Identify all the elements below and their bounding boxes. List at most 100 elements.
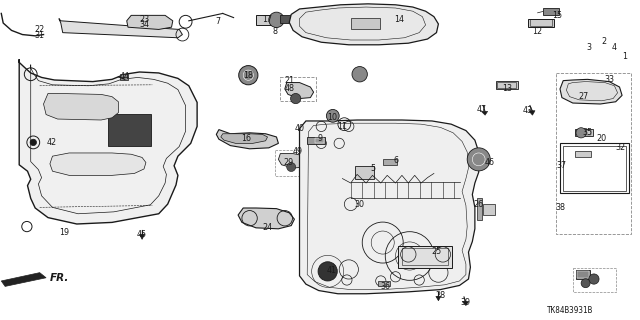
Text: 30: 30 [355,200,365,209]
Text: FR.: FR. [50,273,69,283]
Circle shape [352,67,367,82]
Text: 42: 42 [46,138,56,147]
Bar [477,198,482,220]
Bar [563,146,626,191]
Bar [483,204,495,215]
Text: 17: 17 [262,15,273,24]
Polygon shape [216,130,278,149]
Polygon shape [481,111,488,115]
Bar [576,130,591,135]
Polygon shape [127,15,173,29]
Text: 14: 14 [394,15,404,24]
Polygon shape [238,208,294,229]
Text: 18: 18 [243,71,253,80]
Polygon shape [59,19,182,38]
Polygon shape [289,4,438,45]
Text: 48: 48 [285,84,295,93]
Circle shape [239,66,258,85]
Bar [496,81,518,89]
Text: 37: 37 [557,161,567,170]
Text: 22: 22 [35,25,45,34]
Bar [575,129,593,136]
Text: 28: 28 [435,292,445,300]
Circle shape [269,12,284,28]
Text: 45: 45 [137,230,147,239]
Text: 25: 25 [431,247,442,256]
Polygon shape [285,83,314,99]
Text: 44: 44 [120,72,130,81]
Text: 34: 34 [139,20,149,29]
Text: 16: 16 [241,134,252,143]
Text: 6: 6 [393,156,398,165]
Text: 20: 20 [596,134,607,143]
Text: 5: 5 [370,164,375,173]
Polygon shape [278,154,309,168]
Circle shape [318,262,337,281]
Text: 27: 27 [579,92,589,101]
Polygon shape [560,79,622,104]
Bar [275,150,315,176]
Bar [577,271,589,278]
Text: 23: 23 [139,15,149,24]
Text: 47: 47 [477,105,487,114]
Text: 38: 38 [555,203,565,212]
Text: 46: 46 [484,158,495,167]
Bar [543,8,559,15]
Text: 11: 11 [337,122,348,131]
Bar [351,18,380,29]
Circle shape [581,279,590,288]
Bar [573,268,616,292]
Text: 32: 32 [616,143,626,152]
Circle shape [589,274,599,284]
Bar [402,248,448,265]
Text: 21: 21 [285,76,295,85]
Text: 35: 35 [582,128,593,137]
Bar [575,151,591,157]
Text: 19: 19 [59,228,69,237]
Circle shape [326,109,339,122]
Bar [556,73,631,234]
Text: 4: 4 [612,43,617,52]
Bar [497,82,516,88]
Bar [530,19,552,26]
Text: 41: 41 [326,266,337,275]
Bar [307,137,325,144]
Text: 43: 43 [523,106,533,115]
Text: 36: 36 [380,282,390,291]
Text: 26: 26 [474,200,484,209]
Circle shape [467,148,490,171]
Text: 9: 9 [317,134,323,143]
Text: 2: 2 [601,37,606,46]
Text: 40: 40 [294,124,305,133]
Bar [398,246,452,268]
Text: 15: 15 [552,11,562,20]
Polygon shape [108,114,151,146]
Polygon shape [462,301,468,306]
Bar [355,166,374,179]
Bar [576,270,590,279]
Bar [280,77,316,101]
Polygon shape [19,59,197,224]
Polygon shape [221,134,268,143]
Bar [560,143,629,193]
Text: 10: 10 [327,113,337,122]
Text: 39: 39 [461,298,471,307]
Text: 3: 3 [586,43,591,52]
Circle shape [287,163,296,172]
Circle shape [291,93,301,104]
Text: TK84B3931B: TK84B3931B [547,306,593,315]
Text: 13: 13 [502,84,513,92]
Text: 12: 12 [532,27,543,36]
Text: 24: 24 [262,223,273,232]
Polygon shape [50,153,146,175]
Bar [378,281,390,286]
Polygon shape [1,273,46,286]
Text: 1: 1 [622,52,627,60]
Bar [256,15,272,25]
Text: 49: 49 [292,147,303,156]
Bar [280,15,293,23]
Polygon shape [436,296,441,301]
Polygon shape [300,120,479,294]
Text: 29: 29 [283,158,293,167]
Polygon shape [529,111,535,115]
